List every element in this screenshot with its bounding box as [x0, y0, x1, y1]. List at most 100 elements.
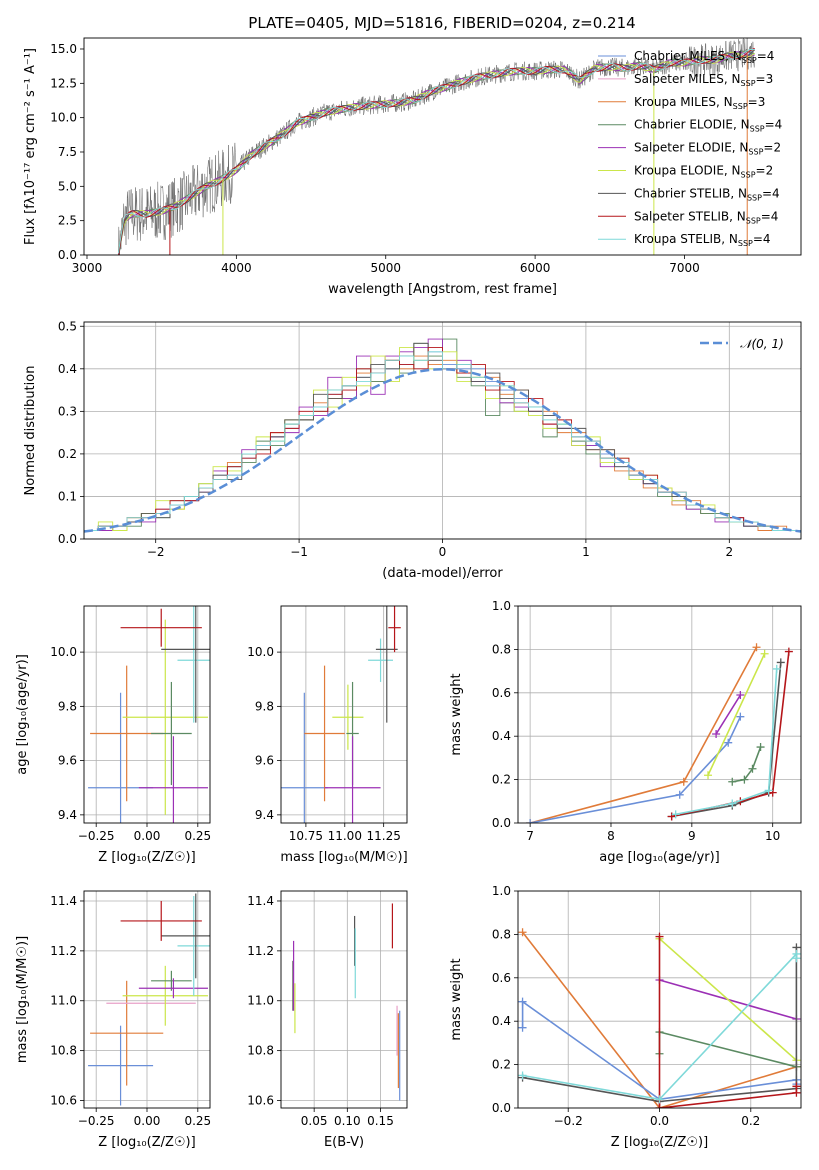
y-tick-label: 0.0 — [58, 248, 77, 262]
figure-title: PLATE=0405, MJD=51816, FIBERID=0204, z=0… — [248, 14, 635, 32]
x-tick-label: 0.10 — [334, 1114, 361, 1128]
legend-label-tail: =4 — [765, 118, 783, 132]
legend-label-tail: =2 — [763, 141, 781, 155]
y-tick-label: 0.8 — [492, 927, 511, 941]
legend-label-text: Kroupa ELODIE, N — [634, 164, 741, 178]
legend-label-text: Kroupa MILES, N — [634, 95, 733, 109]
legend-label-tail: =4 — [753, 232, 771, 246]
y-tick-label: 5.0 — [58, 179, 77, 193]
weight-marker — [724, 738, 733, 747]
y-tick-label: 11.4 — [247, 894, 274, 908]
legend-label: Salpeter ELODIE, NSSP=2 — [634, 141, 781, 157]
y-tick-label: 0.1 — [58, 489, 77, 503]
x-tick-label: 5000 — [370, 261, 401, 275]
y-tick-label: 0.8 — [492, 642, 511, 656]
legend-label-sub: SSP — [741, 79, 756, 88]
weight-marker — [736, 690, 745, 699]
legend-label-sub: SSP — [733, 102, 748, 111]
y-tick-label: 0.6 — [492, 686, 511, 700]
y-tick-label: 10.0 — [50, 645, 77, 659]
y-axis-label: Flux [fλ10⁻¹⁷ erg cm⁻² s⁻¹ A⁻¹] — [23, 48, 38, 245]
y-axis-label: Normed distribution — [23, 366, 38, 496]
weight-marker — [792, 954, 801, 963]
weight-marker — [655, 1104, 664, 1108]
gaussian-curve — [84, 368, 801, 533]
y-tick-label: 10.6 — [247, 1094, 274, 1108]
y-axis-label: mass [log₁₀(M/M☉)] — [15, 936, 30, 1063]
legend-label-text: Chabrier MILES, N — [634, 49, 742, 63]
y-tick-label: 2.5 — [58, 214, 77, 228]
y-tick-label: 10.0 — [247, 645, 274, 659]
weight-marker — [760, 649, 769, 658]
chart-massweight-vs-Z: −0.2 0.0 0.2 0.0 0.2 0.4 0.6 0.8 1.0 Z [log₁₀(Z/Z… — [449, 884, 802, 1150]
x-tick-label: 6000 — [520, 261, 551, 275]
legend-label: Kroupa ELODIE, NSSP=2 — [634, 164, 773, 180]
weight-marker — [792, 1082, 801, 1091]
legend-label-text: Salpeter STELIB, N — [634, 209, 746, 223]
y-tick-label: 9.4 — [255, 808, 274, 822]
x-axis-label: E(B-V) — [324, 1135, 364, 1150]
weight-marker — [667, 812, 676, 821]
legend-label: Chabrier MILES, NSSP=4 — [634, 49, 774, 65]
x-tick-label: 10.75 — [289, 829, 323, 843]
weight-marker — [704, 771, 713, 780]
x-axis-label: age [log₁₀(age/yr)] — [599, 850, 720, 865]
y-tick-label: 10.8 — [247, 1044, 274, 1058]
y-tick-label: 1.0 — [492, 599, 511, 613]
x-tick-label: 7000 — [669, 261, 700, 275]
y-axis-label: mass weight — [449, 958, 464, 1040]
legend-label: Salpeter MILES, NSSP=3 — [634, 72, 773, 88]
y-tick-label: 0.2 — [58, 447, 77, 461]
weight-line-chabrier-miles — [529, 716, 742, 823]
x-tick-label: 2 — [725, 545, 733, 559]
weight-marker — [772, 664, 781, 673]
x-axis-label: Z [log₁₀(Z/Z☉)] — [611, 1135, 708, 1150]
legend-label: Salpeter STELIB, NSSP=4 — [634, 209, 778, 225]
weight-marker — [728, 799, 737, 808]
y-tick-label: 10.6 — [50, 1094, 77, 1108]
weight-marker — [655, 932, 664, 941]
y-tick-label: 9.6 — [58, 754, 77, 768]
y-tick-label: 9.8 — [58, 699, 77, 713]
y-tick-label: 0.6 — [492, 971, 511, 985]
y-tick-label: 0.2 — [492, 1058, 511, 1072]
weight-marker — [675, 790, 684, 799]
legend-label-text: Chabrier ELODIE, N — [634, 118, 750, 132]
weight-line-chabrier-elodie — [658, 1030, 797, 1068]
y-tick-label: 0.0 — [58, 532, 77, 546]
weight-line-kroupa-miles — [521, 931, 797, 1108]
y-tick-label: 0.3 — [58, 404, 77, 418]
y-tick-label: 9.8 — [255, 699, 274, 713]
axes-frame — [83, 37, 802, 256]
weight-line-kroupa-miles — [529, 646, 758, 823]
x-tick-label: 0.00 — [134, 1114, 161, 1128]
plot-area — [281, 891, 407, 1108]
legend-label-text: Salpeter MILES, N — [634, 72, 741, 86]
legend-label-tail: =4 — [757, 49, 775, 63]
x-tick-label: −1 — [290, 545, 308, 559]
x-tick-label: 0.15 — [367, 1114, 394, 1128]
y-tick-label: 10.0 — [50, 111, 77, 125]
x-tick-label: 8 — [607, 829, 615, 843]
x-tick-label: 0.2 — [741, 1114, 760, 1128]
chart-mass-vs-Z: −0.25 0.00 0.25 10.6 10.8 11.0 11.2 11.4 Z [log₁… — [15, 890, 211, 1150]
weight-marker — [728, 777, 737, 786]
chart-residuals: 𝒩(0, 1) −2 −1 0 1 2 0.0 0.1 0.2 0.3 0.4 0.5 (data-mo… — [23, 319, 802, 581]
x-axis-label: Z [log₁₀(Z/Z☉)] — [98, 1135, 195, 1150]
plot-area — [84, 322, 801, 539]
axes-frame — [280, 605, 408, 824]
weight-line-salpeter-elodie — [715, 694, 742, 735]
y-tick-label: 0.2 — [492, 773, 511, 787]
x-tick-label: 10 — [765, 829, 780, 843]
weight-marker — [752, 643, 761, 652]
y-tick-label: 0.0 — [492, 1101, 511, 1115]
x-tick-label: −2 — [147, 545, 165, 559]
weight-marker — [736, 712, 745, 721]
weight-line-salpeter-stelib — [671, 651, 790, 818]
weight-marker — [756, 743, 765, 752]
model-spectrum-kroupa-stelib — [117, 48, 755, 254]
x-tick-label: 3000 — [72, 261, 103, 275]
x-tick-label: 11.25 — [366, 829, 400, 843]
legend-label: 𝒩(0, 1) — [740, 337, 784, 351]
